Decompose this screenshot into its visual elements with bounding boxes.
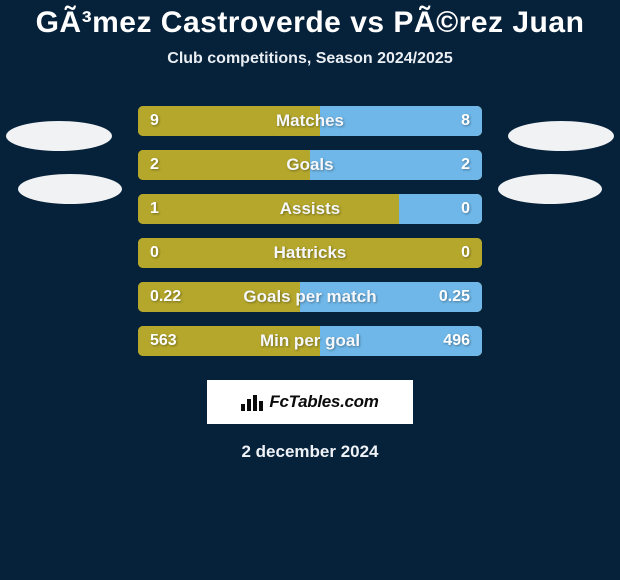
page-title: GÃ³mez Castroverde vs PÃ©rez Juan [0, 0, 620, 40]
stat-label: Goals per match [138, 287, 482, 307]
stat-value-right: 0 [461, 200, 470, 218]
stat-label: Matches [138, 111, 482, 131]
avatar-left-shadow [18, 174, 122, 204]
stat-value-right: 0 [461, 244, 470, 262]
stat-value-right: 8 [461, 112, 470, 130]
stat-value-right: 0.25 [439, 288, 470, 306]
stat-label: Hattricks [138, 243, 482, 263]
stat-value-right: 496 [443, 332, 470, 350]
date-text: 2 december 2024 [0, 442, 620, 462]
bars-icon [241, 393, 263, 411]
stat-row: 2Goals2 [138, 150, 482, 180]
avatar-left [6, 121, 112, 151]
fctables-logo: FcTables.com [207, 380, 413, 424]
stat-row: 9Matches8 [138, 106, 482, 136]
stat-row: 0.22Goals per match0.25 [138, 282, 482, 312]
avatar-right-shadow [498, 174, 602, 204]
avatar-right [508, 121, 614, 151]
subtitle: Club competitions, Season 2024/2025 [0, 50, 620, 68]
stat-label: Min per goal [138, 331, 482, 351]
logo-text: FcTables.com [269, 392, 378, 412]
stat-label: Goals [138, 155, 482, 175]
stat-row: 1Assists0 [138, 194, 482, 224]
stat-label: Assists [138, 199, 482, 219]
stat-value-right: 2 [461, 156, 470, 174]
stat-row: 563Min per goal496 [138, 326, 482, 356]
stat-row: 0Hattricks0 [138, 238, 482, 268]
